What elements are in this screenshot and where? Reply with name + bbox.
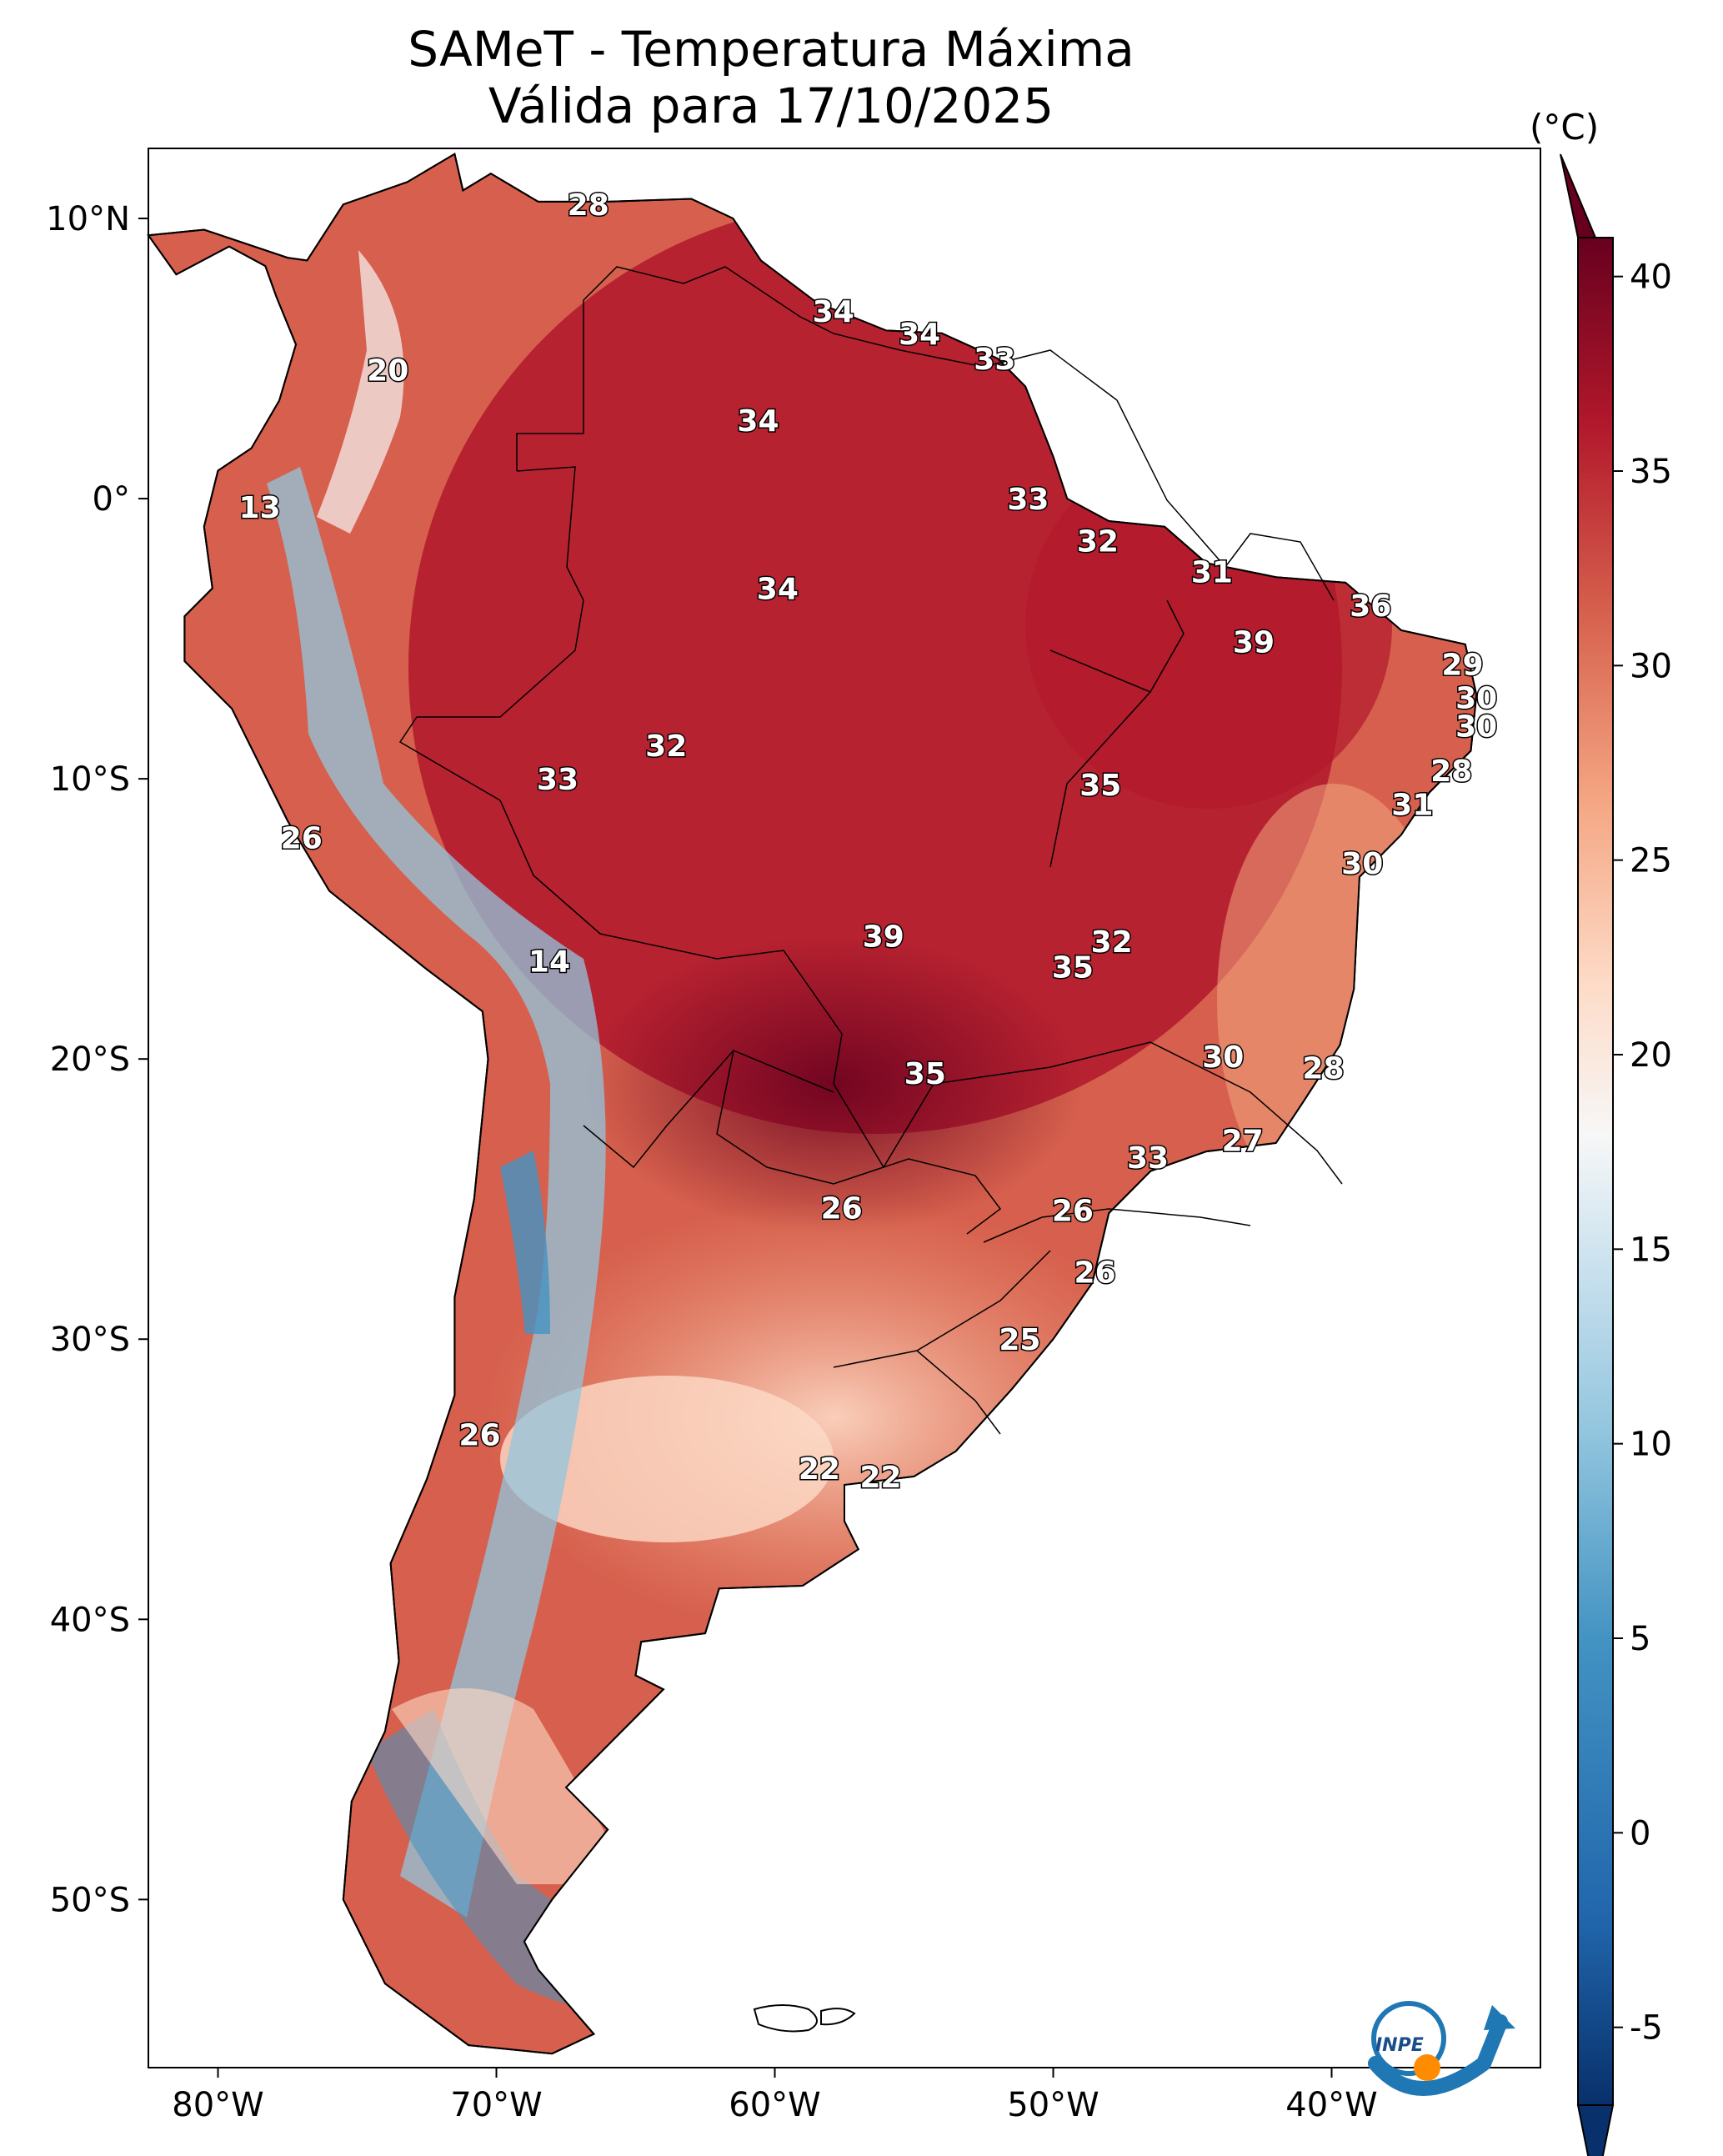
temperature-label: 39	[863, 920, 904, 954]
inpe-logo: INPE	[1368, 2001, 1515, 2096]
temperature-label: 30	[1341, 847, 1383, 881]
temperature-label: 30	[1455, 682, 1497, 716]
colorbar-tick-label: 15	[1630, 1231, 1672, 1269]
inpe-logo-text: INPE	[1375, 2035, 1424, 2056]
lat-tick-label: 40°S	[50, 1601, 130, 1639]
temperature-label: 26	[281, 822, 323, 856]
temperature-label: 31	[1191, 555, 1233, 589]
temperature-label: 26	[821, 1191, 863, 1226]
temperature-label: 25	[999, 1323, 1040, 1357]
colorbar-tick-label: 20	[1630, 1036, 1672, 1075]
andes-cold-strip	[267, 467, 606, 1918]
temperature-label: 28	[1302, 1051, 1344, 1086]
lat-tick-label: 30°S	[50, 1321, 130, 1359]
lon-tick-label: 40°W	[1285, 2086, 1377, 2124]
temperature-label: 32	[1077, 524, 1119, 559]
temperature-label: 34	[899, 318, 940, 352]
colorbar-gradient	[1577, 237, 1614, 2106]
temperature-label: 34	[757, 573, 799, 607]
temperature-label: 26	[1052, 1195, 1094, 1229]
temperature-label: 33	[974, 343, 1015, 377]
temperature-label: 13	[239, 491, 281, 525]
colorbar-unit-label: (°C)	[1530, 107, 1600, 148]
colorbar-max-extend	[1560, 153, 1597, 238]
longitude-axis: 80°W 70°W 60°W 50°W 40°W	[172, 2068, 1378, 2124]
temperature-label: 22	[859, 1461, 901, 1495]
temperature-label: 27	[1222, 1125, 1264, 1159]
temperature-label: 30	[1202, 1040, 1244, 1075]
temperature-label: 33	[1007, 483, 1049, 517]
lon-tick-label: 50°W	[1007, 2086, 1099, 2124]
lat-tick-label: 0°	[93, 480, 130, 519]
colorbar-tick-label: 25	[1630, 842, 1672, 880]
temperature-label: 34	[737, 404, 779, 439]
lon-tick-label: 60°W	[729, 2086, 820, 2124]
country-borders	[398, 266, 1343, 1435]
lon-tick-label: 80°W	[172, 2086, 263, 2124]
lat-tick-label: 20°S	[50, 1040, 130, 1079]
temperature-label: 30	[1455, 709, 1497, 744]
temperature-label: 34	[813, 295, 854, 329]
lon-tick-label: 70°W	[450, 2086, 542, 2124]
colorbar-tick-label: -5	[1630, 2009, 1663, 2048]
temperature-label: 33	[1127, 1141, 1169, 1176]
temperature-label: 28	[568, 188, 609, 223]
temperature-label: 35	[904, 1057, 946, 1091]
temperature-label: 28	[1430, 755, 1472, 789]
map-title: SAMeT - Temperatura Máxima	[408, 21, 1134, 78]
temperature-label: 20	[367, 353, 408, 388]
temperature-label: 29	[1441, 648, 1483, 682]
lat-tick-label: 10°N	[46, 200, 130, 238]
map-subtitle: Válida para 17/10/2025	[488, 78, 1054, 134]
falkland-islands	[753, 2004, 856, 2033]
temperature-label: 32	[1091, 925, 1133, 960]
temperature-label: 35	[1052, 950, 1094, 985]
colorbar-tick-label: 40	[1630, 258, 1672, 297]
colorbar-tick-label: 35	[1630, 453, 1672, 491]
colorbar-tick-label: 5	[1630, 1620, 1650, 1658]
temperature-label: 39	[1233, 625, 1275, 659]
colorbar-tick-label: 10	[1630, 1426, 1672, 1464]
temperature-label: 32	[645, 730, 687, 764]
lat-tick-label: 50°S	[50, 1881, 130, 1919]
temperature-label: 26	[1074, 1256, 1116, 1291]
colorbar: -5 0 5 10 15 20 25 30 35 40	[1560, 153, 1672, 2156]
latitude-axis: 10°N 0° 10°S 20°S 30°S 40°S 50°S	[46, 200, 148, 1919]
temperature-label: 36	[1350, 589, 1391, 624]
temperature-label: 31	[1391, 788, 1433, 822]
lat-tick-label: 10°S	[50, 760, 130, 799]
temperature-label: 26	[458, 1419, 500, 1453]
temperature-label: 35	[1079, 769, 1121, 803]
colorbar-tick-label: 30	[1630, 647, 1672, 685]
temperature-label: 33	[537, 763, 579, 797]
colorbar-tick-label: 0	[1630, 1814, 1650, 1853]
colorbar-min-extend	[1576, 2104, 1615, 2156]
temperature-label: 22	[799, 1452, 840, 1487]
temperature-label: 14	[528, 945, 570, 980]
